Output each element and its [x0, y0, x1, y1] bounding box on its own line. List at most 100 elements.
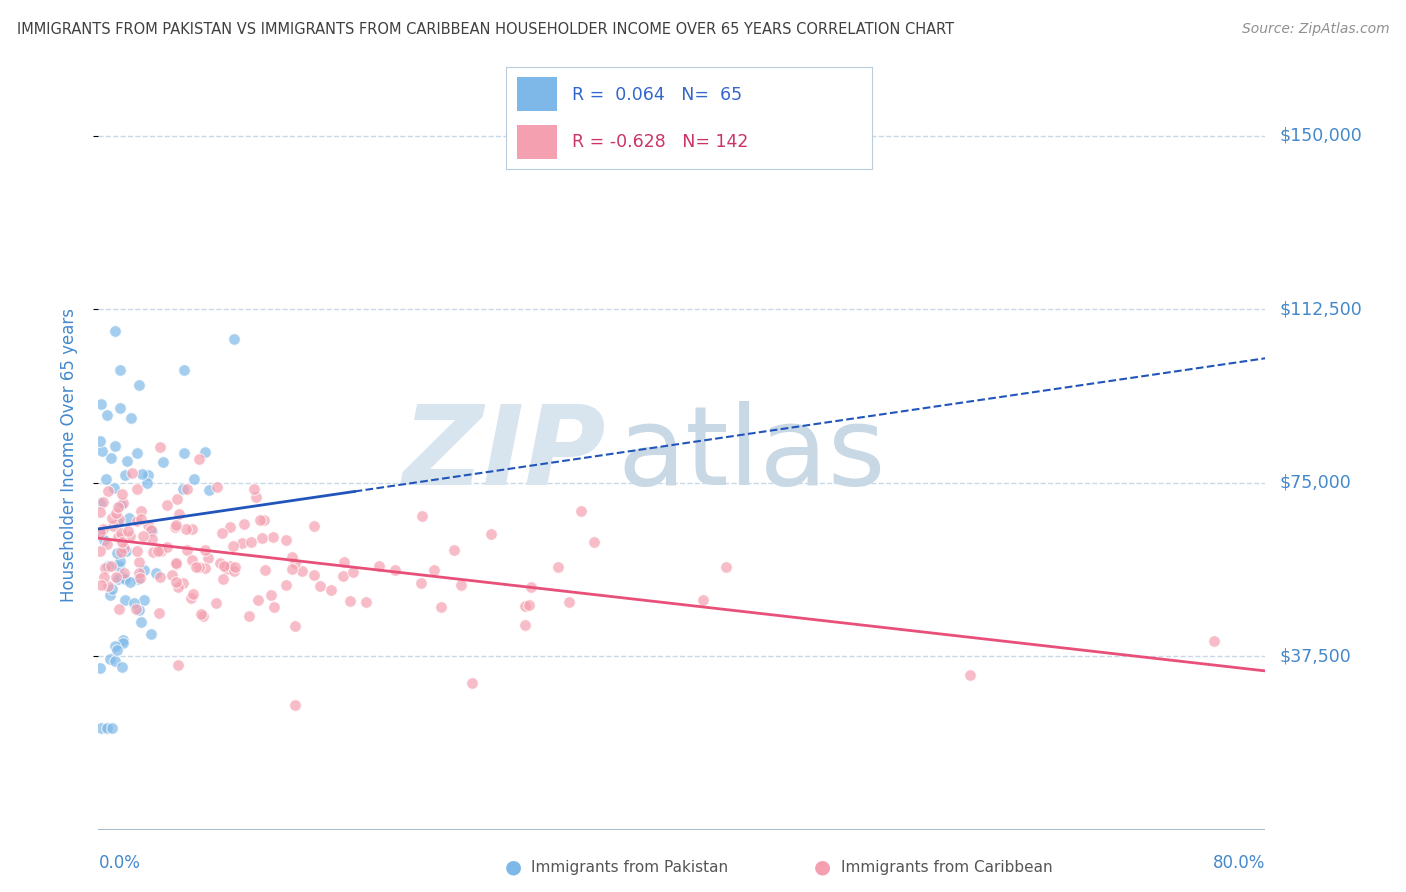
- Point: [121, 466, 143, 480]
- Text: $75,000: $75,000: [1279, 474, 1351, 491]
- Point: [108, 401, 131, 416]
- Bar: [517, 77, 557, 111]
- Point: [222, 564, 245, 578]
- Point: [239, 534, 262, 549]
- Point: [129, 504, 152, 518]
- Point: [97, 484, 120, 499]
- Point: [205, 596, 228, 610]
- Point: [245, 490, 267, 504]
- Point: [136, 518, 159, 533]
- Point: [114, 593, 136, 607]
- Point: [212, 559, 235, 574]
- Point: [1202, 633, 1225, 648]
- Point: [104, 570, 127, 584]
- Point: [190, 607, 212, 622]
- Point: [89, 661, 111, 675]
- Point: [115, 453, 138, 467]
- Point: [180, 522, 202, 536]
- Point: [274, 578, 297, 592]
- Point: [174, 522, 197, 536]
- Point: [163, 520, 186, 534]
- Point: [162, 567, 184, 582]
- Point: [176, 483, 198, 497]
- Point: [253, 563, 276, 577]
- Point: [94, 561, 117, 575]
- Point: [128, 566, 150, 580]
- Point: [180, 553, 202, 567]
- Point: [187, 452, 209, 467]
- Point: [332, 569, 354, 583]
- Point: [90, 721, 112, 735]
- Point: [90, 444, 112, 458]
- Text: ZIP: ZIP: [402, 401, 606, 508]
- Point: [173, 363, 195, 377]
- Point: [139, 627, 162, 641]
- Point: [430, 600, 453, 615]
- Point: [125, 482, 148, 496]
- Point: [90, 578, 112, 592]
- Point: [108, 363, 131, 377]
- Point: [411, 509, 433, 524]
- Point: [231, 536, 253, 550]
- Point: [114, 468, 136, 483]
- Point: [117, 524, 139, 539]
- Point: [217, 562, 239, 576]
- Point: [319, 582, 342, 597]
- Text: $150,000: $150,000: [1279, 127, 1362, 145]
- Point: [156, 541, 179, 555]
- Point: [103, 481, 125, 495]
- Point: [127, 572, 149, 586]
- Point: [128, 603, 150, 617]
- Point: [172, 482, 194, 496]
- Point: [101, 721, 124, 735]
- Point: [129, 615, 152, 630]
- Point: [98, 652, 121, 666]
- Point: [108, 559, 131, 574]
- Point: [101, 511, 124, 525]
- Point: [89, 525, 111, 540]
- Point: [118, 529, 141, 543]
- Point: [98, 589, 121, 603]
- Point: [101, 518, 124, 533]
- Point: [111, 570, 134, 584]
- Point: [517, 598, 540, 612]
- Point: [136, 468, 159, 483]
- Point: [110, 498, 132, 512]
- Point: [107, 572, 129, 586]
- Point: [97, 579, 120, 593]
- Point: [342, 565, 364, 579]
- Text: R =  0.064   N=  65: R = 0.064 N= 65: [572, 86, 742, 103]
- Point: [134, 593, 156, 607]
- Y-axis label: Householder Income Over 65 years: Householder Income Over 65 years: [59, 308, 77, 602]
- Bar: [517, 126, 557, 159]
- Point: [238, 608, 260, 623]
- Point: [181, 587, 204, 601]
- Point: [692, 592, 714, 607]
- Point: [114, 572, 136, 586]
- Point: [148, 606, 170, 620]
- Point: [139, 524, 162, 538]
- Point: [125, 514, 148, 528]
- Point: [211, 573, 233, 587]
- Point: [100, 451, 122, 466]
- Point: [211, 525, 233, 540]
- Point: [423, 563, 446, 577]
- Text: Immigrants from Pakistan: Immigrants from Pakistan: [531, 860, 728, 874]
- Point: [129, 511, 152, 525]
- Point: [479, 527, 502, 541]
- Point: [513, 599, 536, 614]
- Point: [198, 483, 221, 498]
- Point: [128, 571, 150, 585]
- Point: [104, 640, 127, 654]
- Point: [132, 563, 155, 577]
- Point: [89, 496, 111, 510]
- Point: [166, 580, 188, 594]
- Point: [368, 559, 391, 574]
- Point: [104, 506, 127, 520]
- Point: [89, 434, 111, 448]
- Point: [194, 560, 217, 574]
- Point: [714, 560, 737, 574]
- Point: [165, 556, 187, 570]
- Point: [115, 544, 138, 558]
- Point: [131, 467, 153, 481]
